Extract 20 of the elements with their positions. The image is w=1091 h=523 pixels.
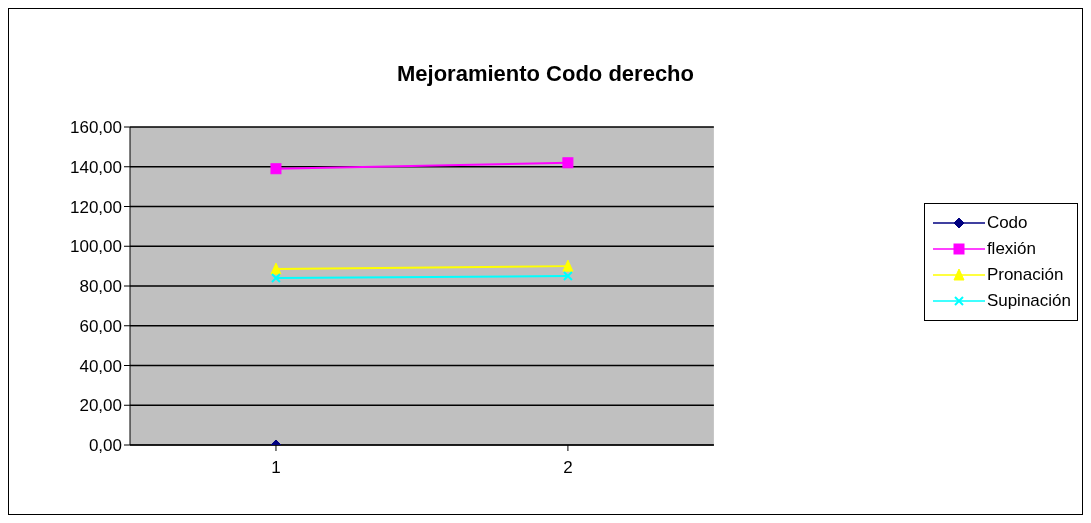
- point: [270, 273, 281, 284]
- chart-title: Mejoramiento Codo derecho: [395, 61, 695, 87]
- y-tick-label: 120,00: [70, 197, 122, 217]
- legend-label: Codo: [986, 212, 1028, 233]
- y-tick-label: 80,00: [79, 277, 122, 297]
- point: [270, 163, 282, 175]
- point: [562, 271, 573, 282]
- y-tick-label: 60,00: [79, 316, 122, 336]
- y-tick-label: 140,00: [70, 157, 122, 177]
- y-tick-label: 20,00: [79, 396, 122, 416]
- y-tick-label: 160,00: [70, 118, 122, 138]
- legend-label: Pronación: [986, 264, 1064, 285]
- point: [562, 157, 574, 169]
- y-tick-label: 0,00: [88, 436, 122, 456]
- x-tick-label: 2: [563, 458, 573, 478]
- x-tick-label: 1: [271, 458, 281, 478]
- legend-label: Supinación: [986, 290, 1071, 311]
- legend-label: flexión: [986, 238, 1037, 259]
- y-tick-label: 40,00: [79, 356, 122, 376]
- y-tick-label: 100,00: [70, 237, 122, 257]
